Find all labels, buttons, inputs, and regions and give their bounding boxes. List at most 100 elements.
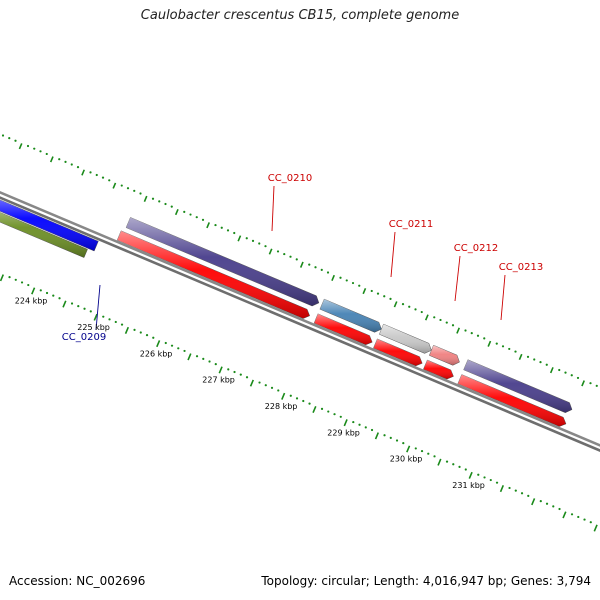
minor-tick [170,205,173,208]
minor-tick [133,189,136,192]
major-tick [468,471,473,479]
minor-tick [189,213,192,216]
minor-tick [264,384,267,387]
minor-tick [151,197,155,200]
major-tick [456,327,460,334]
minor-tick [433,316,436,319]
major-tick [93,313,98,321]
minor-tick [120,184,123,187]
minor-tick [414,447,417,450]
minor-tick [577,515,580,519]
minor-tick [27,283,30,287]
minor-tick [526,355,530,358]
minor-tick [8,137,11,140]
minor-tick [408,305,411,308]
gene-label-cc-0211: CC_0211 [389,219,433,230]
major-tick [343,419,348,427]
minor-tick [245,376,249,379]
major-tick [299,261,304,268]
major-tick [62,300,67,308]
minor-tick [14,278,17,281]
minor-tick [570,513,574,516]
minor-tick [589,521,592,524]
major-tick [18,143,23,150]
gene-label-cc-0213: CC_0213 [499,262,543,273]
minor-tick [595,384,598,387]
scale-label-227: 227 kbp [202,376,235,385]
minor-tick [164,341,167,345]
minor-tick [201,218,205,221]
map-title: Caulobacter crescentus CB15, complete ge… [140,8,460,23]
major-tick [424,314,429,321]
minor-tick [420,310,423,314]
genome-backbone [0,190,600,452]
minor-tick [139,331,142,334]
minor-tick [401,303,405,306]
minor-tick [314,266,317,269]
minor-tick [376,292,380,295]
minor-tick [370,289,373,293]
major-tick [174,208,179,216]
minor-tick [439,318,442,322]
minor-tick [364,426,367,429]
minor-tick [308,263,311,266]
minor-tick [320,407,324,411]
gene-shading [0,212,88,258]
minor-tick [414,308,417,311]
minor-tick [339,415,342,418]
minor-tick [383,295,386,298]
minor-tick [508,347,511,351]
minor-tick [70,163,73,166]
minor-tick [220,226,223,229]
gene-shading [314,313,373,345]
major-tick [281,392,286,400]
gene-label-cc-0209: CC_0209 [62,332,106,343]
minor-tick [264,245,267,248]
minor-tick [58,297,61,300]
minor-tick [514,489,517,492]
minor-tick [52,294,55,297]
major-tick [156,340,161,348]
major-tick [531,498,536,506]
minor-tick [239,373,242,376]
scale-label-230: 230 kbp [390,455,423,464]
minor-tick [333,413,336,416]
minor-tick [495,342,498,345]
label-leader-line [95,284,101,331]
gene-label-cc-0210: CC_0210 [268,173,312,184]
minor-tick [564,371,567,374]
minor-tick [227,368,230,371]
minor-tick [433,455,436,458]
major-tick [312,405,317,414]
minor-tick [458,465,461,468]
gene-features [0,199,573,427]
minor-tick [258,381,261,384]
minor-tick [164,202,167,206]
minor-tick [527,494,530,497]
minor-tick [45,152,48,156]
gene-shading [429,345,460,366]
minor-tick [302,399,305,403]
major-tick [187,353,192,361]
minor-tick [539,500,542,503]
minor-tick [295,397,299,400]
minor-tick [276,250,280,253]
minor-tick [177,347,180,350]
gene-shading [423,360,454,380]
minor-tick [533,358,536,361]
minor-tick [77,305,80,308]
minor-tick [464,329,467,332]
label-leader-line [390,231,396,278]
minor-tick [389,297,392,300]
major-tick [487,340,492,347]
minor-tick [558,507,561,511]
major-tick [562,511,567,519]
minor-tick [208,360,211,363]
minor-tick [139,192,142,195]
major-tick [124,326,130,334]
minor-tick [402,442,405,445]
minor-tick [114,320,117,324]
minor-tick [495,481,499,484]
minor-tick [8,276,11,279]
minor-tick [420,449,424,453]
